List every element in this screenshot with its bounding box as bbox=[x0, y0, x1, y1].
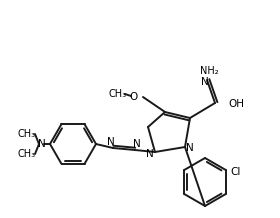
Text: O: O bbox=[130, 92, 138, 102]
Text: N: N bbox=[133, 139, 141, 149]
Text: N: N bbox=[146, 149, 154, 159]
Text: CH₃: CH₃ bbox=[18, 149, 36, 159]
Text: N: N bbox=[38, 139, 46, 149]
Text: NH₂: NH₂ bbox=[200, 66, 218, 76]
Text: CH₃: CH₃ bbox=[18, 129, 36, 139]
Text: N: N bbox=[186, 143, 194, 153]
Text: OH: OH bbox=[228, 99, 244, 109]
Text: Cl: Cl bbox=[231, 167, 241, 177]
Text: N: N bbox=[107, 137, 115, 147]
Text: CH₃: CH₃ bbox=[109, 89, 127, 99]
Text: N: N bbox=[201, 77, 209, 87]
